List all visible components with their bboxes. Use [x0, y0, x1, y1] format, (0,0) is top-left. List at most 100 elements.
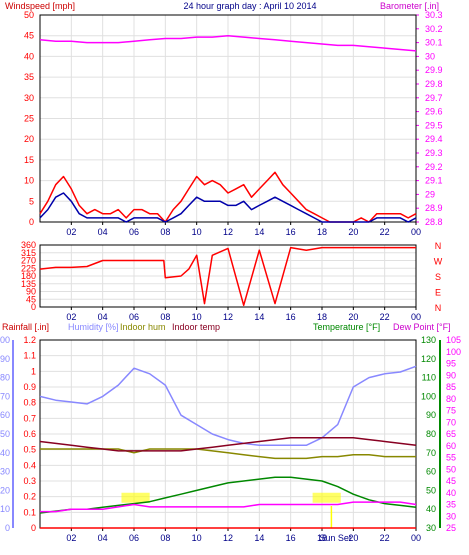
temp-x-tick-label: 16 [286, 533, 296, 543]
baro-y-tick-label: 30.2 [425, 24, 443, 34]
direction-x-tick-label: 02 [66, 312, 76, 322]
baro-y-tick-label: 29.8 [425, 79, 443, 89]
wind-y-tick-label: 5 [29, 196, 34, 206]
temp-x-tick-label: 04 [98, 533, 108, 543]
wind-x-tick-label: 10 [192, 227, 202, 237]
legend-indoor-hum: Indoor hum [120, 322, 166, 332]
direction-y-tick-label: 315 [21, 248, 36, 258]
baro-y-tick-label: 29.5 [425, 120, 443, 130]
temp-x-tick-label: 20 [348, 533, 358, 543]
sunset-marker-label: Sun Set [319, 533, 352, 543]
wind-y-tick-label: 15 [24, 155, 34, 165]
direction-y-tick-label: 90 [26, 287, 36, 297]
direction-x-tick-label: 08 [160, 312, 170, 322]
baro-y-tick-label: 28.9 [425, 203, 443, 213]
direction-x-tick-label: 20 [348, 312, 358, 322]
baro-y-tick-label: 30.3 [425, 10, 443, 20]
direction-x-tick-label: 14 [254, 312, 264, 322]
direction-frame [39, 244, 417, 308]
dewpoint-y-tick-label: 75 [446, 406, 456, 416]
temperature-y-tick-label: 100 [421, 391, 436, 401]
baro-y-tick-label: 28.8 [425, 217, 443, 227]
humidity-y-tick-label: 10 [0, 504, 10, 514]
dewpoint-y-tick-label: 35 [446, 500, 456, 510]
wind-y-tick-label: 0 [29, 217, 34, 227]
baro-y-tick-label: 30 [425, 51, 435, 61]
dewpoint-y-tick-label: 105 [446, 335, 461, 345]
compass-label: W [434, 257, 443, 267]
direction-x-tick-label: 06 [129, 312, 139, 322]
baro-y-tick-label: 30.1 [425, 38, 443, 48]
baro-y-tick-label: 29.6 [425, 107, 443, 117]
wind-x-tick-label: 06 [129, 227, 139, 237]
humidity-series-line [39, 365, 417, 447]
barometer-axis-title: Barometer [.in] [380, 1, 439, 11]
direction-y-tick-label: 45 [26, 294, 36, 304]
direction-y-tick-label: 0 [31, 302, 36, 312]
rain-y-tick-label: 0 [31, 523, 36, 533]
dewpoint-y-tick-label: 25 [446, 523, 456, 533]
humidity-y-tick-label: 50 [0, 429, 10, 439]
wind-y-tick-label: 20 [24, 134, 34, 144]
direction-y-tick-label: 180 [21, 271, 36, 281]
wind-x-tick-label: 22 [380, 227, 390, 237]
legend-indoor-temp: Indoor temp [172, 322, 220, 332]
legend-humidity: Humidity [%] [68, 322, 119, 332]
humidity-y-tick-label: 80 [0, 373, 10, 383]
direction-x-tick-label: 04 [98, 312, 108, 322]
dewpoint-y-tick-label: 80 [446, 394, 456, 404]
temp-x-tick-label: 12 [223, 533, 233, 543]
dewpoint-y-tick-label: 85 [446, 382, 456, 392]
direction-x-tick-label: 12 [223, 312, 233, 322]
direction-x-tick-label: 22 [380, 312, 390, 322]
dewpoint-y-tick-label: 100 [446, 347, 461, 357]
temperature-y-tick-label: 60 [426, 467, 436, 477]
rain-y-tick-label: 0.1 [23, 507, 36, 517]
wind-y-tick-label: 45 [24, 31, 34, 41]
chart-title: 24 hour graph day : April 10 2014 [183, 1, 316, 11]
temp-x-tick-label: 08 [160, 533, 170, 543]
humidity-y-tick-label: 60 [0, 410, 10, 420]
baro-y-tick-label: 29.3 [425, 148, 443, 158]
wind-x-tick-label: 16 [286, 227, 296, 237]
temperature-y-tick-label: 30 [426, 523, 436, 533]
wind-x-tick-label: 08 [160, 227, 170, 237]
baro-y-tick-label: 29.4 [425, 134, 443, 144]
wind-y-tick-label: 25 [24, 114, 34, 124]
wind-x-tick-label: 00 [411, 227, 421, 237]
wind-y-tick-label: 40 [24, 51, 34, 61]
dewpoint-y-tick-label: 50 [446, 464, 456, 474]
wind-frame [39, 14, 417, 223]
rain-y-tick-label: 0.2 [23, 492, 36, 502]
humidity-y-tick-label: 30 [0, 467, 10, 477]
direction-x-tick-label: 16 [286, 312, 296, 322]
temperature-y-tick-label: 110 [422, 373, 436, 383]
temperature-y-tick-label: 120 [421, 354, 436, 364]
dewpoint-y-tick-label: 55 [446, 453, 456, 463]
dewpoint-y-tick-label: 30 [446, 511, 456, 521]
rain-y-tick-label: 0.5 [23, 445, 36, 455]
dewpoint-y-tick-label: 70 [446, 417, 456, 427]
legend-dewpoint: Dew Point [°F] [393, 322, 451, 332]
humidity-y-tick-label: 100 [0, 335, 10, 345]
solar-highlight-band [312, 492, 341, 503]
dewpoint-y-tick-label: 45 [446, 476, 456, 486]
wind-y-tick-label: 30 [24, 93, 34, 103]
direction-series-line [39, 246, 416, 307]
temp-x-tick-label: 14 [254, 533, 264, 543]
wind-y-tick-label: 35 [24, 72, 34, 82]
temperature-series-line [39, 476, 417, 514]
temperature-y-tick-label: 50 [426, 485, 436, 495]
humidity-y-tick-label: 0 [5, 523, 10, 533]
dewpoint-y-tick-label: 95 [446, 359, 456, 369]
dewpoint-y-tick-label: 65 [446, 429, 456, 439]
dew-point-series-line [40, 501, 417, 513]
compass-label: E [435, 288, 441, 298]
direction-y-tick-label: 270 [21, 256, 36, 266]
dewpoint-y-tick-label: 90 [446, 370, 456, 380]
compass-label: N [435, 241, 442, 251]
baro-y-tick-label: 29.1 [425, 176, 443, 186]
baro-y-tick-label: 29.7 [425, 93, 443, 103]
rain-y-tick-label: 0.4 [23, 460, 36, 470]
